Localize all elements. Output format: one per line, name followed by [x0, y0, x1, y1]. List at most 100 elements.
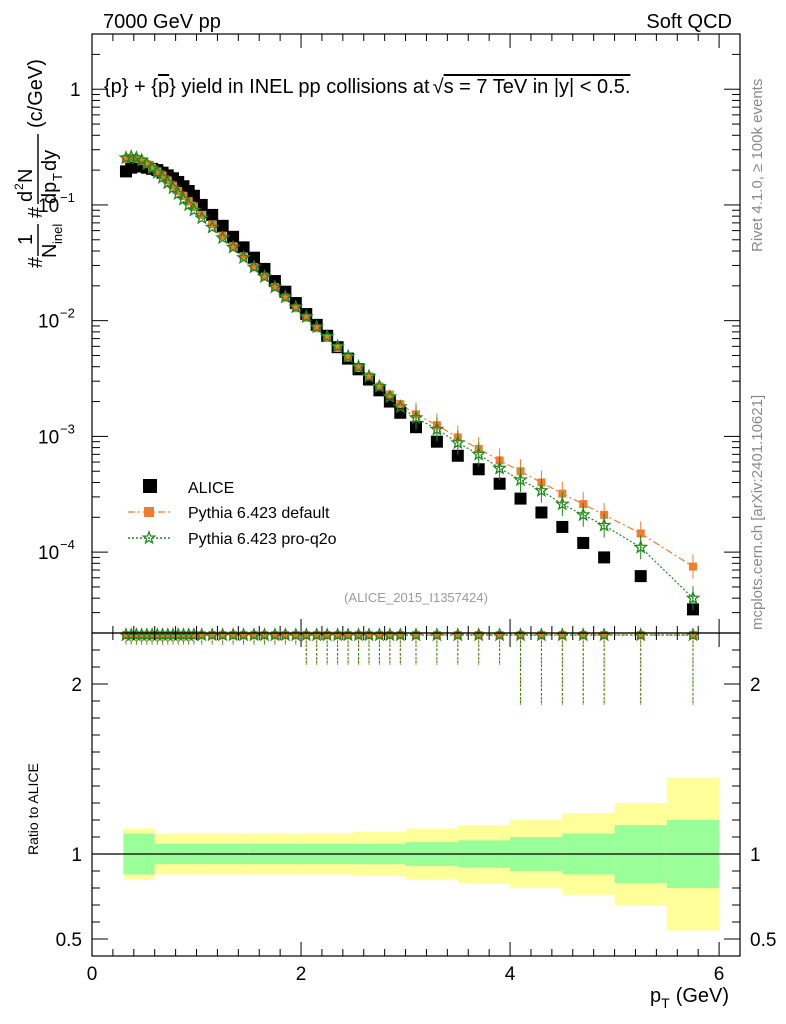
proq2o-point: [408, 409, 424, 425]
default-point: [239, 252, 248, 261]
ratio-y-right-tick-label: 1: [750, 845, 761, 866]
svg-text:#: #: [25, 206, 47, 218]
proq2o-point: [256, 268, 273, 284]
default-point: [179, 191, 188, 200]
default-point: [364, 372, 373, 381]
legend: ALICE Pythia 6.423 default Pythia 6.423 …: [128, 479, 337, 548]
main-y-tick-exponent: −1: [60, 190, 75, 205]
proq2o-point: [685, 590, 701, 605]
default-point: [385, 390, 394, 399]
default-point: [197, 210, 206, 219]
default-point: [323, 333, 332, 342]
x-tick-label: 2: [296, 964, 307, 985]
ratio-y-tick-label: 2: [71, 675, 82, 696]
proq2o-point: [429, 421, 445, 436]
default-point: [174, 186, 183, 195]
proq2o-point: [155, 169, 171, 185]
legend-alice-label: ALICE: [188, 480, 234, 497]
proq2o-point: [513, 472, 528, 487]
proq2o-point: [319, 328, 335, 343]
ratio-y-right-tick-label: 2: [750, 675, 761, 696]
legend-default-label: Pythia 6.423 default: [188, 505, 330, 522]
default-point: [281, 293, 290, 302]
default-point: [344, 353, 353, 362]
default-point: [121, 154, 130, 163]
side-label-top: Rivet 4.1.0, ≥ 100k events: [749, 79, 766, 252]
default-point: [184, 197, 193, 206]
default-point: [291, 304, 300, 313]
main-title: {p} + {p} yield in INEL pp collisions at…: [104, 76, 630, 98]
proq2o-point: [309, 319, 325, 334]
proq2o-point: [575, 506, 591, 522]
ratio-ylabel: Ratio to ALICE: [25, 763, 41, 855]
header-left: 7000 GeV pp: [103, 11, 221, 33]
main-y-tick-label: 10: [38, 427, 59, 448]
alice-point: [248, 251, 260, 264]
proq2o-point: [194, 210, 210, 225]
proq2o-point: [471, 446, 487, 461]
proq2o-point: [165, 180, 181, 195]
default-point: [375, 382, 384, 391]
alice-point: [598, 551, 611, 564]
alice-point: [556, 520, 569, 533]
proq2o-point: [596, 517, 612, 532]
default-point: [302, 313, 311, 322]
main-y-tick-exponent: −4: [60, 537, 75, 552]
alice-point: [227, 230, 240, 243]
ratio-uncertainty-bands: [92, 777, 740, 931]
alice-point: [451, 449, 464, 462]
default-point: [153, 167, 162, 176]
proq2o-point: [298, 308, 314, 324]
main-y-tick-label: 10: [38, 543, 59, 564]
default-point: [208, 220, 217, 229]
side-label-bottom: mcplots.cern.ch [arXiv:2401.10621]: [749, 395, 766, 630]
alice-point: [258, 262, 271, 275]
svg-text:dy: dy: [39, 150, 61, 171]
legend-proq2o-label: Pythia 6.423 pro-q2o: [188, 531, 337, 548]
default-point: [127, 153, 136, 162]
proq2o-point: [382, 388, 398, 404]
proq2o-point: [204, 219, 220, 234]
x-axis-label: pT (GeV): [650, 985, 729, 1011]
proq2o-point: [175, 191, 192, 206]
proq2o-point: [277, 289, 293, 304]
ratio-frame: [91, 632, 741, 957]
ratio-y-tick-label: 0.5: [56, 930, 82, 951]
alice-point: [206, 208, 219, 221]
ratio-y-tick-label: 1: [71, 845, 82, 866]
proq2o-point: [181, 197, 197, 212]
proq2o-point: [340, 348, 356, 363]
alice-point: [493, 477, 506, 490]
proq2o-point: [392, 398, 408, 414]
default-point: [260, 272, 269, 281]
proq2o-point: [554, 496, 570, 511]
default-point: [688, 562, 697, 571]
default-point: [148, 163, 157, 172]
x-tick-label: 4: [505, 964, 516, 985]
proq2o-point: [170, 185, 186, 201]
alice-point: [430, 435, 443, 448]
svg-text:(c/GeV): (c/GeV): [25, 59, 47, 128]
default-point: [218, 231, 227, 240]
proq2o-point: [450, 434, 466, 450]
default-point: [169, 181, 177, 190]
default-point: [137, 156, 146, 165]
svg-text:#: #: [25, 256, 47, 268]
default-point: [158, 171, 167, 180]
alice-point: [634, 570, 647, 583]
default-point: [333, 344, 342, 353]
proq2o-point: [160, 175, 176, 190]
default-point: [354, 363, 363, 372]
default-point: [312, 324, 321, 333]
proq2o-point: [186, 202, 202, 217]
proq2o-point: [215, 229, 231, 245]
proq2o-point: [246, 259, 262, 274]
proq2o-point: [288, 299, 304, 314]
default-point: [396, 400, 405, 409]
alice-point: [472, 463, 485, 476]
default-point: [270, 283, 279, 292]
default-point: [229, 242, 238, 251]
proq2o-point: [492, 460, 508, 475]
default-point: [636, 529, 645, 538]
